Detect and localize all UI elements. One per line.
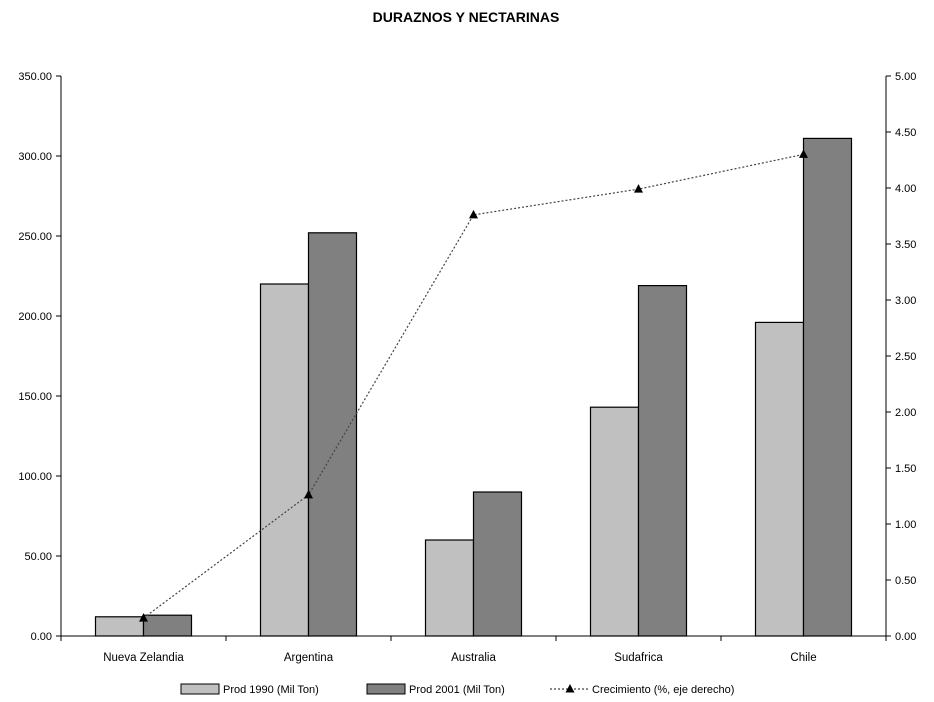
bar [472,491,523,637]
bar [94,616,145,637]
y-tick-label-left: 350.00 [18,71,52,83]
y-tick-label-left: 0.00 [31,631,52,643]
y-tick-label-left: 150.00 [18,391,52,403]
bar [589,406,640,637]
y-tick-label-left: 100.00 [18,471,52,483]
y-tick-label-right: 3.00 [895,295,916,307]
bar [754,321,805,637]
growth-point [139,613,148,622]
y-tick-label-right: 4.00 [895,183,916,195]
chart-title: DURAZNOS Y NECTARINAS [373,9,560,25]
growth-line [139,149,808,622]
x-tick-label: Nueva Zelandia [103,652,184,664]
y-tick-label-right: 4.50 [895,127,916,139]
y-tick-label-right: 2.50 [895,351,916,363]
x-tick-label: Argentina [284,652,334,664]
y-tick-label-right: 5.00 [895,71,916,83]
x-tick-label: Sudafrica [614,652,663,664]
legend-swatch-2001 [366,683,406,695]
y-tick-label-left: 300.00 [18,151,52,163]
x-tick-label: Chile [790,652,816,664]
y-tick-label-left: 50.00 [24,551,52,563]
growth-point [799,149,808,158]
growth-point [634,184,643,193]
growth-line-path [143,153,804,619]
y-tick-label-right: 1.50 [895,463,916,475]
y-tick-label-left: 200.00 [18,311,52,323]
legend-swatch-growth-marker [565,684,575,693]
y-tick-label-right: 2.00 [895,407,916,419]
bars [94,137,853,637]
legend-label-growth: Crecimiento (%, eje derecho) [592,684,734,696]
axes: 0.00 50.00 100.00 150.00 200.00 250.00 300.00 3… [18,71,916,664]
bar [802,137,853,637]
y-tick-label-right: 0.00 [895,631,916,643]
growth-point [469,209,478,219]
legend-swatch-1990 [180,683,220,695]
y-tick-label-right: 3.50 [895,239,916,251]
bar [259,283,310,637]
y-tick-label-right: 0.50 [895,575,916,587]
y-tick-label-left: 250.00 [18,231,52,243]
legend-label-2001: Prod 2001 (Mil Ton) [409,684,505,696]
x-tick-label: Australia [451,652,496,664]
bar [637,285,688,637]
bar [142,614,193,637]
growth-point [304,489,313,499]
bar [424,539,475,637]
legend: Prod 1990 (Mil Ton) Prod 2001 (Mil Ton) Cr… [180,683,734,696]
legend-label-1990: Prod 1990 (Mil Ton) [223,684,319,696]
bar [307,232,358,637]
y-tick-label-right: 1.00 [895,519,916,531]
